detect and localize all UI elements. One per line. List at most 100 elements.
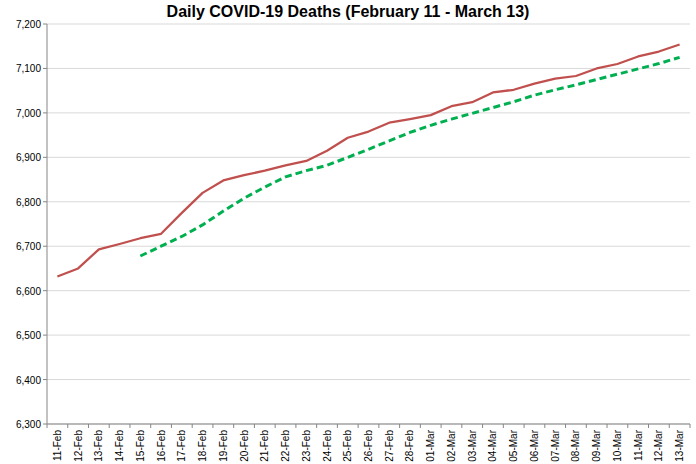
x-tick <box>88 424 89 428</box>
x-tick-label: 22-Feb <box>280 430 291 462</box>
x-tick <box>669 424 670 428</box>
x-tick-label: 17-Feb <box>176 430 187 462</box>
x-tick-label: 20-Feb <box>239 430 250 462</box>
x-tick <box>212 424 213 428</box>
x-tick <box>275 424 276 428</box>
x-tick <box>565 424 566 428</box>
x-tick <box>109 424 110 428</box>
y-tick <box>43 68 47 69</box>
x-tick-label: 19-Feb <box>218 430 229 462</box>
series-line <box>57 44 679 276</box>
y-tick-label: 6,700 <box>16 241 41 252</box>
y-tick <box>43 201 47 202</box>
x-tick-label: 08-Mar <box>570 429 581 461</box>
y-tick-label: 6,800 <box>16 197 41 208</box>
y-tick-label: 6,400 <box>16 375 41 386</box>
grid <box>47 24 690 424</box>
y-tick-label: 7,100 <box>16 63 41 74</box>
y-tick <box>43 246 47 247</box>
x-tick <box>441 424 442 428</box>
y-tick <box>43 379 47 380</box>
x-tick-label: 09-Mar <box>591 429 602 461</box>
x-tick-label: 05-Mar <box>508 429 519 461</box>
grid-line <box>47 201 690 202</box>
y-tick-label: 6,500 <box>16 330 41 341</box>
x-tick-label: 10-Mar <box>612 429 623 461</box>
grid-line <box>47 157 690 158</box>
y-tick <box>43 24 47 25</box>
y-tick-label: 6,900 <box>16 152 41 163</box>
x-tick-label: 11-Mar <box>633 429 644 461</box>
x-tick <box>524 424 525 428</box>
x-tick <box>233 424 234 428</box>
y-tick-label: 7,200 <box>16 19 41 30</box>
x-tick <box>420 424 421 428</box>
x-tick-label: 27-Feb <box>384 430 395 462</box>
x-tick-label: 04-Mar <box>487 429 498 461</box>
grid-line <box>47 24 690 25</box>
y-tick-label: 6,300 <box>16 419 41 430</box>
x-tick <box>254 424 255 428</box>
x-tick <box>150 424 151 428</box>
x-tick <box>47 424 48 428</box>
y-tick <box>43 424 47 425</box>
y-tick <box>43 157 47 158</box>
chart: Daily COVID-19 Deaths (February 11 - Mar… <box>0 0 696 464</box>
x-tick <box>648 424 649 428</box>
x-tick <box>67 424 68 428</box>
y-tick <box>43 335 47 336</box>
x-tick-label: 28-Feb <box>404 430 415 462</box>
grid-line <box>47 112 690 113</box>
x-tick-label: 25-Feb <box>342 430 353 462</box>
x-tick <box>192 424 193 428</box>
x-tick-label: 18-Feb <box>197 430 208 462</box>
x-tick-label: 15-Feb <box>135 430 146 462</box>
x-tick <box>503 424 504 428</box>
x-tick <box>461 424 462 428</box>
x-tick-label: 26-Feb <box>363 430 374 462</box>
x-tick-label: 03-Mar <box>467 429 478 461</box>
x-tick <box>378 424 379 428</box>
x-tick-label: 12-Mar <box>653 429 664 461</box>
x-tick-label: 12-Feb <box>73 430 84 462</box>
x-tick <box>171 424 172 428</box>
x-tick-label: 06-Mar <box>529 429 540 461</box>
x-tick <box>482 424 483 428</box>
x-tick-label: 11-Feb <box>52 430 63 461</box>
y-tick <box>43 290 47 291</box>
x-tick <box>358 424 359 428</box>
grid-line <box>47 246 690 247</box>
series-line <box>140 57 679 256</box>
grid-line <box>47 379 690 380</box>
y-tick <box>43 112 47 113</box>
series-group <box>57 44 679 276</box>
x-tick-label: 23-Feb <box>301 430 312 462</box>
grid-line <box>47 424 690 425</box>
grid-line <box>47 335 690 336</box>
x-tick <box>544 424 545 428</box>
x-tick-label: 07-Mar <box>550 429 561 461</box>
x-tick <box>607 424 608 428</box>
y-tick-label: 7,000 <box>16 108 41 119</box>
x-tick <box>295 424 296 428</box>
x-tick <box>399 424 400 428</box>
x-tick <box>586 424 587 428</box>
x-tick-label: 14-Feb <box>114 430 125 462</box>
x-tick <box>690 424 691 428</box>
x-tick-label: 02-Mar <box>446 429 457 461</box>
x-axis <box>47 424 690 425</box>
title: Daily COVID-19 Deaths (February 11 - Mar… <box>167 3 530 20</box>
x-tick-label: 21-Feb <box>259 430 270 462</box>
x-tick <box>627 424 628 428</box>
x-tick <box>129 424 130 428</box>
grid-line <box>47 290 690 291</box>
x-tick-label: 24-Feb <box>322 430 333 462</box>
x-tick-label: 13-Feb <box>93 430 104 462</box>
y-axis <box>47 24 48 424</box>
y-tick-label: 6,600 <box>16 286 41 297</box>
x-tick <box>337 424 338 428</box>
x-tick <box>316 424 317 428</box>
x-tick-label: 13-Mar <box>674 429 685 461</box>
x-tick-label: 01-Mar <box>425 429 436 461</box>
x-tick-label: 16-Feb <box>156 430 167 462</box>
